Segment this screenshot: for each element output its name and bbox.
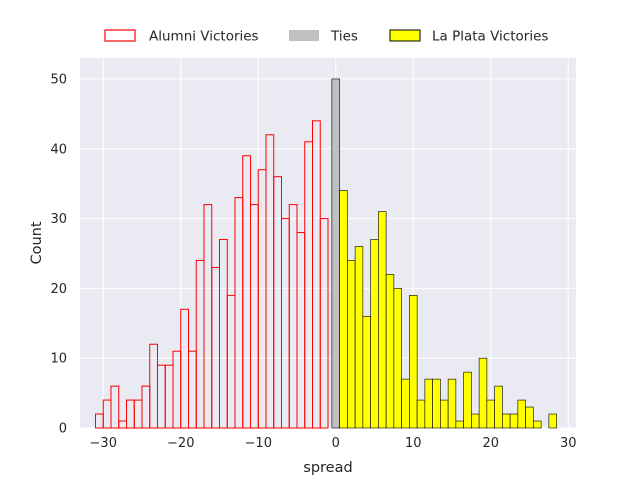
bar-la-plata-victories <box>347 260 356 429</box>
x-tick-label: −10 <box>245 436 272 451</box>
x-tick-label: 30 <box>560 436 577 451</box>
bar-la-plata-victories <box>354 246 364 429</box>
bar-la-plata-victories <box>362 316 371 429</box>
x-tick-label: −20 <box>167 436 194 451</box>
bar-la-plata-victories <box>478 357 488 429</box>
bar-la-plata-victories <box>447 378 457 429</box>
bar-la-plata-victories <box>486 399 495 429</box>
bar-la-plata-victories <box>339 190 348 429</box>
bar-la-plata-victories <box>494 385 503 429</box>
bar-alumni-victories <box>319 218 329 429</box>
bar-alumni-victories <box>110 385 120 429</box>
legend-label: La Plata Victories <box>432 29 548 45</box>
bar-la-plata-victories <box>385 274 395 429</box>
bar-la-plata-victories <box>370 239 379 429</box>
y-tick-label: 20 <box>50 282 67 297</box>
bar-la-plata-victories <box>509 413 519 429</box>
bar-la-plata-victories <box>409 295 418 429</box>
legend: Alumni Victories Ties La Plata Victories <box>104 29 548 45</box>
bar-la-plata-victories <box>548 413 557 429</box>
bar-ties <box>331 78 340 429</box>
bar-la-plata-victories <box>471 413 480 429</box>
bar-la-plata-victories <box>455 420 464 429</box>
y-tick-label: 40 <box>50 142 67 157</box>
bar-la-plata-victories <box>533 420 542 429</box>
bar-la-plata-victories <box>393 288 402 429</box>
bar-la-plata-victories <box>517 399 526 429</box>
legend-swatch <box>104 29 136 42</box>
y-tick-label: 0 <box>59 422 67 437</box>
legend-swatch <box>389 29 421 42</box>
y-tick-label: 50 <box>50 72 67 87</box>
x-axis-label: spread <box>303 460 352 476</box>
y-tick-label: 30 <box>50 212 67 227</box>
legend-label: Ties <box>330 29 358 45</box>
x-tick-label: 10 <box>405 436 422 451</box>
y-axis-label: Count <box>29 221 45 264</box>
legend-swatch <box>289 30 319 41</box>
y-tick-label: 10 <box>50 352 67 367</box>
y-axis-ticks: 0 10 20 30 40 50 <box>50 72 67 436</box>
bar-la-plata-victories <box>416 399 426 429</box>
bar-la-plata-victories <box>401 378 410 429</box>
x-tick-label: 0 <box>332 436 340 451</box>
histogram-bars <box>95 78 557 429</box>
bar-la-plata-victories <box>440 399 449 429</box>
bar-la-plata-victories <box>502 413 511 429</box>
x-tick-label: −30 <box>90 436 117 451</box>
bar-la-plata-victories <box>378 211 387 429</box>
legend-label: Alumni Victories <box>149 29 259 45</box>
x-tick-label: 20 <box>482 436 499 451</box>
bar-la-plata-victories <box>463 371 472 429</box>
bar-la-plata-victories <box>424 378 433 429</box>
bar-la-plata-victories <box>525 406 534 429</box>
x-axis-ticks: −30 −20 −10 0 10 20 30 <box>90 436 577 451</box>
bar-la-plata-victories <box>432 378 441 429</box>
